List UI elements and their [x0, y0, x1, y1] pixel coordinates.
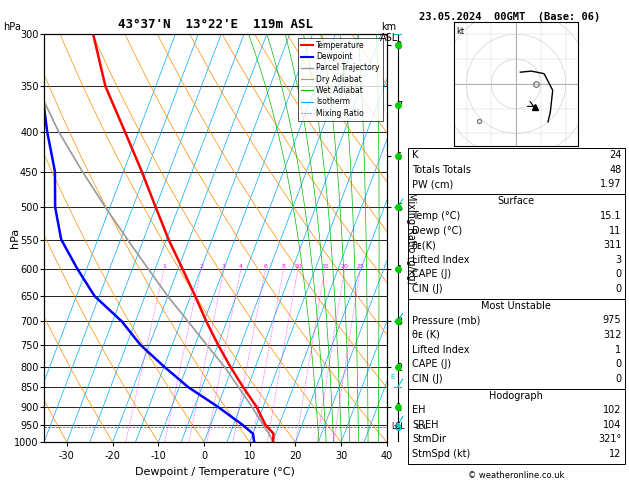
Title: 43°37'N  13°22'E  119m ASL: 43°37'N 13°22'E 119m ASL [118, 18, 313, 32]
Text: 104: 104 [603, 420, 621, 430]
Text: 321°: 321° [598, 434, 621, 445]
Text: Surface: Surface [498, 196, 535, 207]
Text: θᴇ (K): θᴇ (K) [412, 330, 440, 340]
Text: PW (cm): PW (cm) [412, 179, 454, 190]
Text: 3: 3 [615, 255, 621, 265]
Text: 23.05.2024  00GMT  (Base: 06): 23.05.2024 00GMT (Base: 06) [419, 12, 600, 22]
Text: 2: 2 [199, 264, 203, 269]
Text: 6: 6 [264, 264, 267, 269]
Text: K: K [412, 150, 418, 160]
Y-axis label: Mixing Ratio (g/kg): Mixing Ratio (g/kg) [406, 192, 416, 284]
X-axis label: Dewpoint / Temperature (°C): Dewpoint / Temperature (°C) [135, 467, 296, 477]
Text: 312: 312 [603, 330, 621, 340]
Text: hPa: hPa [10, 228, 20, 248]
Text: hPa: hPa [3, 22, 21, 32]
Text: 20: 20 [341, 264, 348, 269]
Text: Lifted Index: Lifted Index [412, 255, 469, 265]
Text: Dewp (°C): Dewp (°C) [412, 226, 462, 236]
Text: Totals Totals: Totals Totals [412, 165, 471, 175]
Text: 311: 311 [603, 240, 621, 250]
Text: LCL: LCL [391, 422, 405, 431]
Text: 102: 102 [603, 405, 621, 416]
Text: StmDir: StmDir [412, 434, 446, 445]
Text: © weatheronline.co.uk: © weatheronline.co.uk [468, 471, 564, 480]
Text: E: E [390, 374, 394, 380]
Text: 0: 0 [615, 374, 621, 384]
Text: 1.97: 1.97 [600, 179, 621, 190]
Text: 15: 15 [321, 264, 329, 269]
Text: 975: 975 [603, 315, 621, 326]
Text: kt: kt [457, 27, 465, 36]
Text: 15.1: 15.1 [600, 211, 621, 221]
Text: 3: 3 [222, 264, 226, 269]
Text: CAPE (J): CAPE (J) [412, 269, 451, 279]
Text: km
ASL: km ASL [379, 22, 398, 43]
Text: LCL: LCL [415, 424, 428, 430]
Text: StmSpd (kt): StmSpd (kt) [412, 449, 470, 459]
Text: Pressure (mb): Pressure (mb) [412, 315, 481, 326]
Text: 0: 0 [615, 269, 621, 279]
Text: CIN (J): CIN (J) [412, 374, 443, 384]
Text: Lifted Index: Lifted Index [412, 345, 469, 355]
Text: 1: 1 [162, 264, 166, 269]
Text: 11: 11 [610, 226, 621, 236]
Legend: Temperature, Dewpoint, Parcel Trajectory, Dry Adiabat, Wet Adiabat, Isotherm, Mi: Temperature, Dewpoint, Parcel Trajectory… [298, 38, 383, 121]
Text: θᴇ(K): θᴇ(K) [412, 240, 437, 250]
Text: 0: 0 [615, 359, 621, 369]
Text: 0: 0 [615, 284, 621, 294]
Text: CIN (J): CIN (J) [412, 284, 443, 294]
Text: 1: 1 [615, 345, 621, 355]
Text: 12: 12 [609, 449, 621, 459]
Text: Temp (°C): Temp (°C) [412, 211, 460, 221]
Text: 4: 4 [239, 264, 243, 269]
Text: CAPE (J): CAPE (J) [412, 359, 451, 369]
Text: 8: 8 [282, 264, 286, 269]
Text: 48: 48 [610, 165, 621, 175]
Text: Most Unstable: Most Unstable [481, 301, 551, 311]
Text: SREH: SREH [412, 420, 438, 430]
Text: 10: 10 [294, 264, 302, 269]
Text: 25: 25 [357, 264, 364, 269]
Text: EH: EH [412, 405, 425, 416]
Text: 24: 24 [609, 150, 621, 160]
Text: Hodograph: Hodograph [489, 391, 543, 401]
